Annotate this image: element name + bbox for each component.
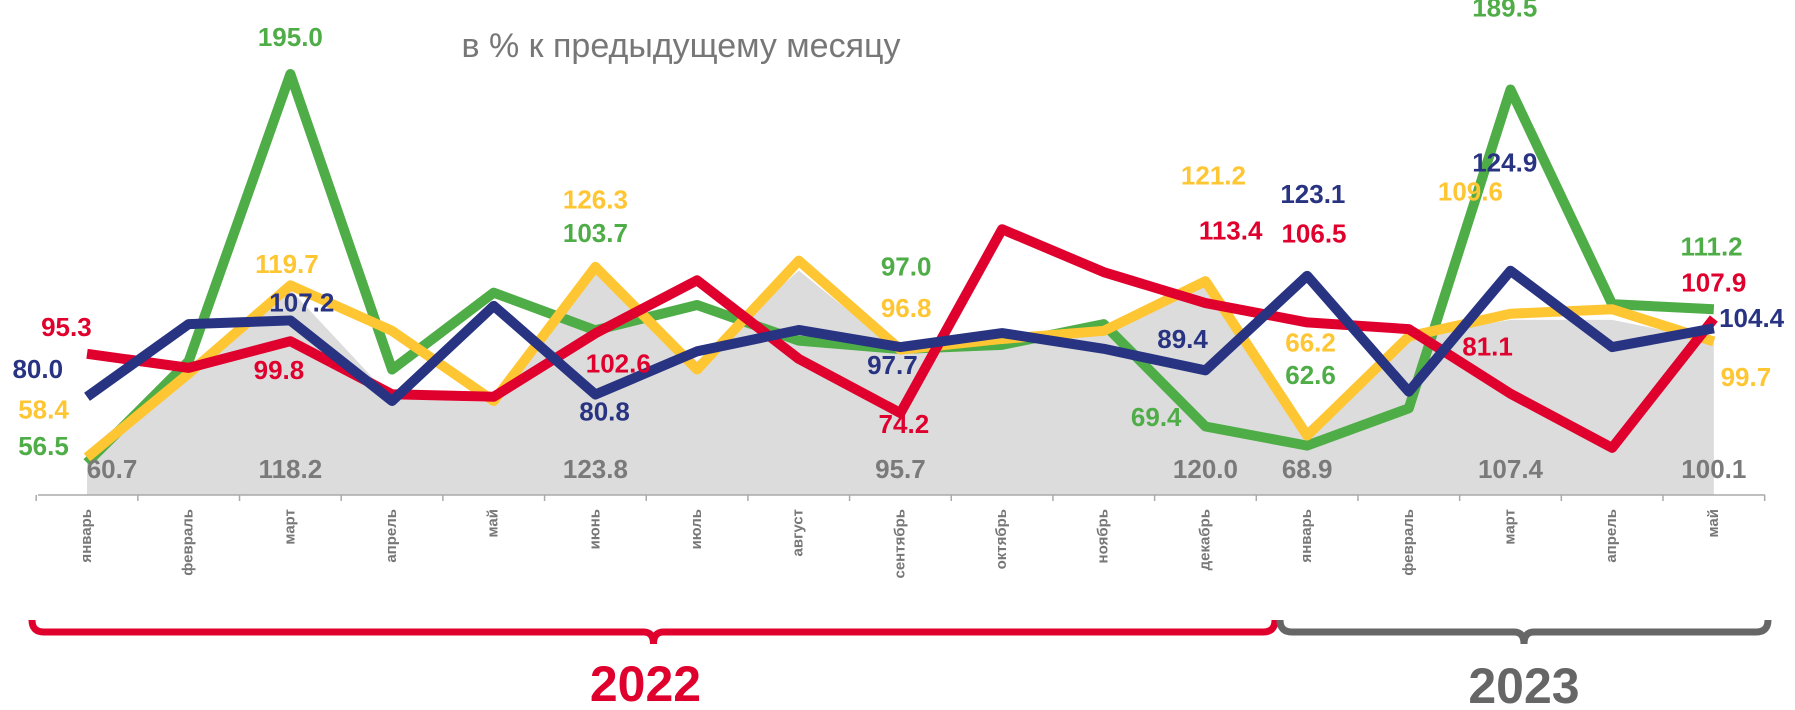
x-tick-label: июль <box>688 509 705 549</box>
data-label: 109.6 <box>1438 177 1503 207</box>
data-label: 68.9 <box>1282 454 1333 484</box>
data-label: 103.7 <box>563 218 628 248</box>
data-label: 97.0 <box>881 251 932 281</box>
chart-title: в % к предыдущему месяцу <box>462 27 901 65</box>
data-label: 80.0 <box>12 354 63 384</box>
data-label: 56.5 <box>18 431 69 461</box>
data-label: 118.2 <box>259 454 323 484</box>
data-label: 80.8 <box>579 397 630 427</box>
data-label: 107.2 <box>269 288 334 318</box>
data-label: 89.4 <box>1157 324 1208 354</box>
data-label: 95.7 <box>875 454 926 484</box>
data-label: 69.4 <box>1131 402 1182 432</box>
data-label: 96.8 <box>881 293 932 323</box>
data-label: 189.5 <box>1472 0 1537 23</box>
data-label: 58.4 <box>18 394 69 424</box>
data-label: 60.7 <box>87 454 138 484</box>
x-tick-label: июнь <box>586 509 603 549</box>
x-tick-label: февраль <box>180 509 197 576</box>
data-label: 99.8 <box>254 355 305 385</box>
year-label: 2022 <box>590 656 701 710</box>
data-label: 74.2 <box>879 409 930 439</box>
x-tick-label: январь <box>78 509 95 563</box>
x-tick-label: май <box>485 509 502 537</box>
x-tick-label: апрель <box>1603 509 1620 563</box>
x-tick-label: октябрь <box>993 509 1010 569</box>
data-label: 107.9 <box>1681 267 1746 297</box>
data-label: 102.6 <box>586 348 651 378</box>
x-tick-label: апрель <box>383 509 400 563</box>
data-label: 97.7 <box>867 350 918 380</box>
x-tick-label: сентябрь <box>891 509 908 579</box>
data-label: 66.2 <box>1285 328 1336 358</box>
data-label: 81.1 <box>1462 332 1513 362</box>
data-label: 95.3 <box>41 312 92 342</box>
data-label: 111.2 <box>1680 232 1742 262</box>
data-label: 62.6 <box>1285 360 1336 390</box>
line <box>84 265 1715 406</box>
data-label: 126.3 <box>563 185 628 215</box>
data-label: 121.2 <box>1181 161 1246 191</box>
x-tick-label: май <box>1705 509 1722 537</box>
data-label: 124.9 <box>1472 147 1537 177</box>
data-label: 104.4 <box>1719 303 1785 333</box>
data-label: 195.0 <box>258 22 323 52</box>
data-label: 119.7 <box>255 249 319 279</box>
x-tick-label: март <box>1501 509 1518 545</box>
data-label: 99.7 <box>1721 362 1772 392</box>
data-label: 123.8 <box>563 454 628 484</box>
x-tick-label: декабрь <box>1196 509 1213 570</box>
data-label: 120.0 <box>1173 454 1238 484</box>
year-bracket <box>28 619 1279 645</box>
data-label: 106.5 <box>1281 218 1346 248</box>
x-tick-label: февраль <box>1400 509 1417 576</box>
data-label: 113.4 <box>1199 215 1263 245</box>
x-tick-label: март <box>281 509 298 545</box>
x-tick-label: ноябрь <box>1095 509 1112 563</box>
year-bracket <box>1276 619 1772 645</box>
x-tick-label: январь <box>1298 509 1315 563</box>
x-tick-label: август <box>790 509 807 556</box>
data-label: 123.1 <box>1280 179 1345 209</box>
data-label: 100.1 <box>1681 454 1746 484</box>
data-label: 107.4 <box>1478 454 1544 484</box>
year-label: 2023 <box>1468 658 1579 710</box>
